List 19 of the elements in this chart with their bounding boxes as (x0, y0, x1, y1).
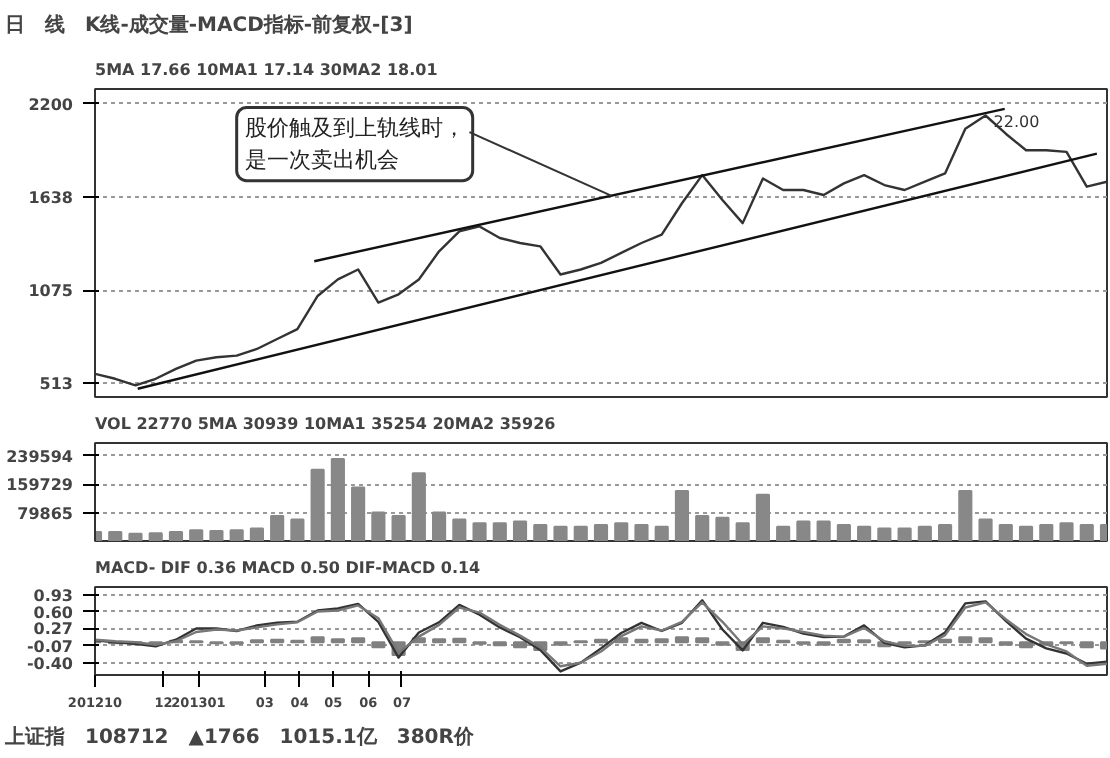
y-tick-label: 0.27 (33, 620, 74, 639)
chart-title: 日 线 K线-成交量-MACD指标-前复权-[3] (5, 13, 413, 37)
y-tick-label: 1075 (28, 282, 74, 301)
y-tick-label: -0.40 (26, 654, 74, 673)
chart-subtitle: 5MA 17.66 10MA1 17.14 30MA2 18.01 (95, 61, 439, 79)
annotation: 22.00 (993, 113, 1040, 132)
y-tick-label: 79865 (17, 504, 74, 523)
y-tick-label: 2200 (28, 95, 74, 114)
annotation: 股价触及到上轨线时，是一次卖出机会 (244, 115, 465, 173)
y-tick-label: 0.60 (33, 603, 74, 622)
y-tick-label: 159729 (6, 476, 74, 495)
text: 上证指 108712 ▲1766 1015.1亿 380R价 (3, 725, 476, 749)
y-tick-label: 513 (39, 375, 74, 394)
chart-subtitle: VOL 22770 5MA 30939 10MA1 35254 20MA2 35926 (95, 415, 557, 433)
chart-subtitle: MACD- DIF 0.36 MACD 0.50 DIF-MACD 0.14 (95, 559, 482, 577)
y-tick-label: -0.07 (26, 637, 74, 656)
y-tick-label: 0.93 (33, 586, 74, 605)
y-tick-label: 1638 (28, 188, 74, 207)
y-tick-label: 239594 (6, 447, 74, 466)
